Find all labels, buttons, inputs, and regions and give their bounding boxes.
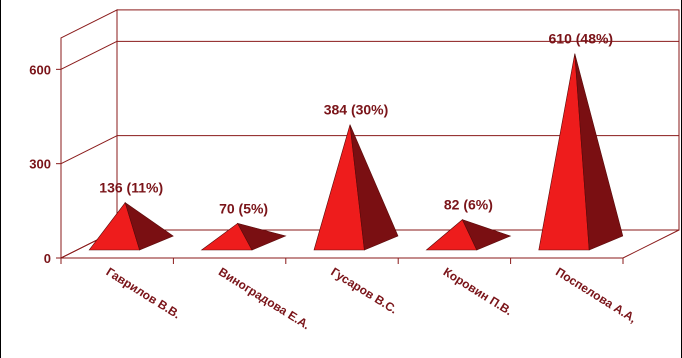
data-label: 82 (6%) <box>444 197 493 213</box>
data-label: 610 (48%) <box>549 31 614 47</box>
pyramid <box>313 124 399 251</box>
data-label: 70 (5%) <box>219 200 268 216</box>
y-tick-label: 0 <box>44 251 51 266</box>
pyramid-side-face <box>461 219 512 251</box>
category-label: Гусаров В.С. <box>328 265 400 317</box>
data-label: 384 (30%) <box>324 102 389 118</box>
category-label: Виноградова Е.А. <box>216 265 313 333</box>
data-labels: 136 (11%) 70 (5%) 384 (30%) 82 (6%) 610 (48%… <box>99 31 613 217</box>
pyramid <box>200 222 287 251</box>
data-label: 136 (11%) <box>99 180 163 196</box>
pyramid <box>538 53 624 251</box>
pyramid-side-face <box>124 201 174 251</box>
category-labels: Гаврилов В.В. Виноградова Е.А. Гусаров В.С… <box>104 265 639 333</box>
pyramid <box>425 219 512 251</box>
y-tick-label: 600 <box>29 62 51 77</box>
gridline-side <box>60 135 118 165</box>
pyramid-side-face <box>349 124 399 251</box>
pyramid <box>88 201 174 251</box>
pyramid-series <box>88 53 624 251</box>
y-axis: 0 300 600 <box>29 62 61 266</box>
y-tick-label: 300 <box>29 157 51 172</box>
pyramid-side-face <box>237 222 287 251</box>
side-wall <box>60 9 118 259</box>
gridline-side <box>60 40 118 70</box>
category-label: Поспелова А.А, <box>553 265 639 326</box>
pyramid-side-face <box>574 53 624 251</box>
x-axis <box>60 257 624 264</box>
category-label: Гаврилов В.В. <box>104 265 183 322</box>
category-label: Коровин П.В. <box>441 265 515 319</box>
